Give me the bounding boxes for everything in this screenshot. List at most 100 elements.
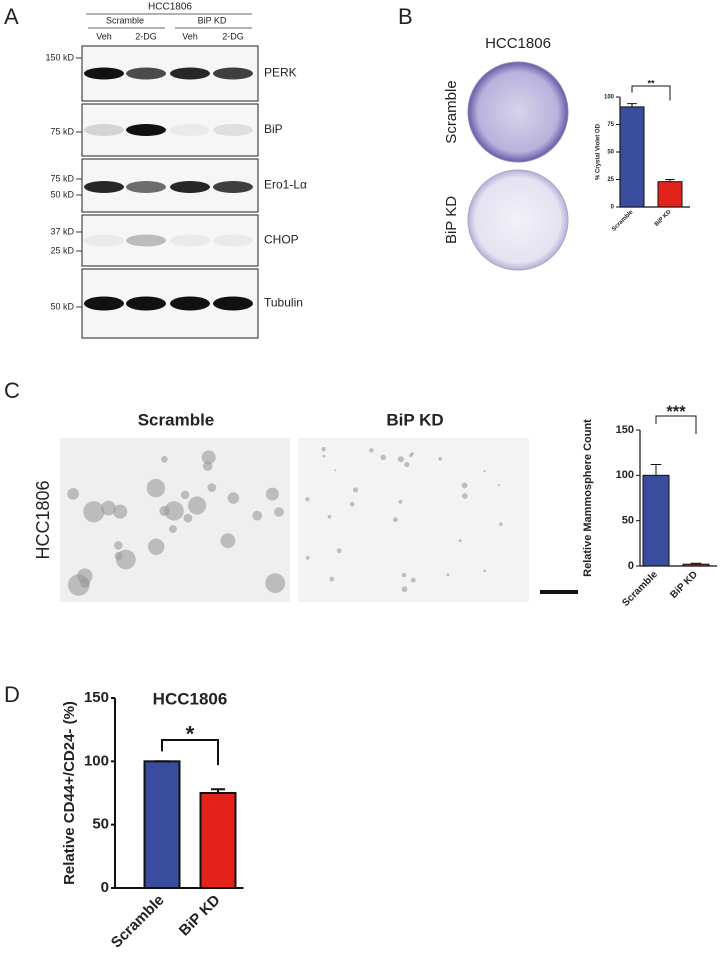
y-tick-label: 100: [604, 95, 615, 101]
cell: [483, 469, 486, 473]
band: [170, 67, 210, 80]
band: [213, 181, 253, 193]
y-tick-label: 100: [84, 752, 109, 769]
band: [126, 67, 166, 80]
dish: [467, 61, 569, 163]
blot-box: [81, 214, 259, 267]
x-tick-label: Scramble: [611, 209, 635, 233]
sphere: [101, 500, 116, 516]
y-tick-label: 50: [607, 150, 614, 156]
y-tick-label: 0: [101, 879, 109, 896]
sphere: [207, 483, 217, 492]
micrograph: [298, 438, 529, 602]
marker-label: 25 kD: [50, 245, 74, 255]
bar: [642, 474, 670, 567]
band: [126, 124, 166, 136]
band: [126, 234, 166, 247]
band: [84, 181, 124, 193]
cell: [380, 454, 387, 461]
band: [213, 234, 253, 247]
sphere: [164, 501, 184, 521]
cell: [483, 569, 486, 573]
sphere: [252, 510, 263, 521]
marker-label: 75 kD: [50, 173, 74, 183]
y-tick-label: 50: [92, 816, 109, 833]
y-axis-label: Relative Mammosphere Count: [582, 419, 594, 577]
sphere: [67, 488, 80, 500]
chart-title: HCC1806: [153, 689, 228, 708]
sphere: [265, 487, 279, 501]
lane-label: Veh: [96, 31, 112, 41]
lane-label: Veh: [182, 31, 198, 41]
band: [170, 181, 210, 193]
error-bar: [650, 463, 662, 476]
cell: [446, 573, 450, 577]
cell: [410, 577, 416, 583]
cell: [461, 493, 468, 499]
cell: [398, 499, 403, 504]
crystal-violet-panel: HCC1806 Scramble BiP KD: [443, 35, 569, 271]
bar: [657, 181, 683, 208]
significance-label: ***: [666, 403, 686, 421]
error-bar: [665, 179, 675, 182]
band: [126, 296, 166, 311]
cell: [369, 448, 374, 453]
cell: [349, 501, 355, 507]
y-tick-label: 150: [84, 689, 109, 706]
bar: [199, 792, 237, 889]
cell: [321, 447, 326, 452]
error-bar: [627, 103, 637, 107]
lane-label: 2-DG: [222, 31, 244, 41]
band: [170, 234, 210, 247]
cell: [497, 484, 500, 487]
bar: [619, 106, 645, 208]
column-label: Scramble: [138, 410, 215, 429]
column-label: BiP KD: [386, 410, 443, 429]
band: [170, 124, 210, 136]
band: [84, 124, 124, 136]
x-tick-label: Scramble: [108, 892, 168, 952]
sphere: [113, 504, 128, 519]
panel-label: B: [398, 4, 413, 29]
lane-label: 2-DG: [135, 31, 157, 41]
bar: [143, 760, 181, 889]
blot-box: [81, 103, 259, 157]
marker-label: 50 kD: [50, 189, 74, 199]
marker-label: 50 kD: [50, 301, 74, 311]
cell: [397, 456, 404, 463]
protein-label: PERK: [264, 66, 297, 80]
y-tick-label: 75: [607, 122, 614, 128]
sphere: [201, 450, 216, 465]
protein-label: Ero1-Lα: [264, 178, 307, 192]
sphere: [227, 492, 240, 504]
row-label: HCC1806: [33, 480, 53, 559]
cell: [305, 497, 310, 502]
group-label: BiP KD: [198, 15, 227, 25]
significance-label: **: [647, 79, 655, 89]
cell: [401, 586, 408, 592]
band: [213, 296, 253, 311]
cell: [305, 556, 310, 560]
protein-label: BiP: [264, 122, 283, 136]
cell: [461, 482, 468, 489]
cell: [322, 454, 326, 458]
row-label: BiP KD: [443, 196, 460, 244]
sphere: [160, 455, 168, 463]
x-tick-label: Scramble: [620, 569, 660, 609]
row-label: Scramble: [443, 80, 460, 143]
cell: [404, 461, 410, 468]
x-tick-label: BiP KD: [654, 209, 673, 228]
cell: [329, 576, 335, 582]
significance-bracket: [655, 415, 697, 434]
band: [170, 296, 210, 311]
sphere: [274, 507, 284, 517]
sphere: [220, 533, 236, 549]
error-bar: [690, 562, 702, 565]
cell: [438, 456, 442, 461]
dish: [467, 169, 569, 271]
x-tick-label: BiP KD: [176, 892, 224, 940]
significance-label: *: [186, 721, 195, 746]
group-label: Scramble: [106, 15, 144, 25]
band: [213, 124, 253, 136]
cell: [498, 522, 503, 527]
